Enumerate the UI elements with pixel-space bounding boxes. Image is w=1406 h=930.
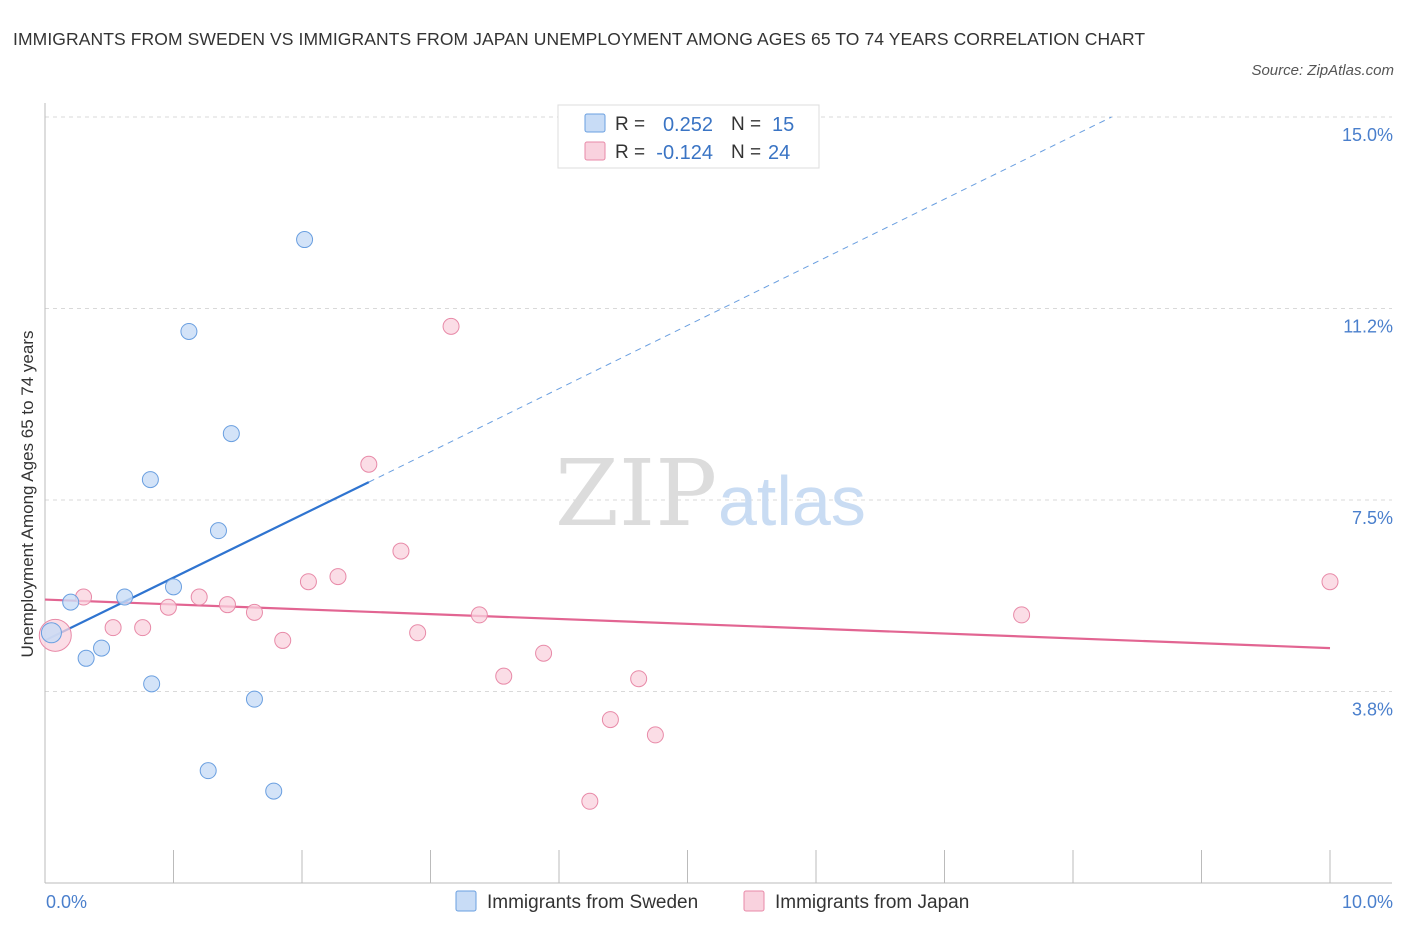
y-tick-label-2: 11.2% — [1343, 317, 1393, 337]
japan-point — [329, 568, 347, 586]
sweden-trend-line — [44, 481, 370, 642]
watermark-atlas: atlas — [718, 462, 866, 540]
japan-r-value: -0.124 — [656, 142, 713, 164]
data-points — [38, 231, 1339, 810]
japan-point — [299, 573, 317, 591]
japan-trend-line — [44, 598, 1331, 650]
sweden-point — [40, 622, 62, 644]
sweden-point — [116, 588, 134, 606]
y-tick-label-3: 15.0% — [1342, 125, 1393, 145]
japan-point — [630, 670, 648, 688]
japan-point — [442, 317, 460, 335]
y-tick-label-0: 3.8% — [1352, 700, 1393, 720]
watermark-zip: ZIP — [555, 440, 717, 547]
sweden-point — [93, 639, 111, 657]
sweden-point — [77, 649, 95, 667]
japan-point — [409, 624, 427, 642]
sweden-point — [296, 231, 314, 249]
y-tick-labels: 3.8% 7.5% 11.2% 15.0% — [1342, 125, 1393, 720]
sweden-series-label: Immigrants from Sweden — [487, 892, 698, 913]
japan-point — [134, 619, 152, 637]
japan-point — [104, 619, 122, 637]
japan-point — [581, 792, 599, 810]
gridlines — [45, 116, 1392, 692]
japan-point — [1013, 606, 1031, 624]
sweden-point — [245, 690, 263, 708]
japan-point — [1321, 573, 1339, 591]
correlation-legend: R = 0.252 N = 15 R = -0.124 N = 24 — [557, 104, 820, 169]
sweden-point — [199, 762, 217, 780]
source-label: Source: ZipAtlas.com — [1251, 62, 1394, 79]
sweden-series-swatch — [455, 890, 477, 912]
sweden-point — [209, 522, 227, 540]
japan-point — [245, 603, 263, 621]
japan-legend-swatch — [584, 141, 606, 161]
sweden-r-value: 0.252 — [663, 114, 713, 136]
sweden-point — [165, 578, 182, 596]
japan-point — [360, 455, 378, 473]
japan-n-label: N = — [731, 142, 761, 163]
axes — [44, 103, 1392, 884]
japan-point — [646, 726, 664, 744]
japan-point — [470, 606, 488, 624]
x-tick-label-1: 10.0% — [1342, 892, 1393, 912]
japan-point — [190, 588, 208, 606]
trend-lines — [44, 116, 1331, 650]
japan-point — [274, 631, 292, 649]
sweden-point — [265, 782, 283, 800]
sweden-legend-swatch — [584, 113, 606, 133]
japan-point — [392, 542, 410, 560]
japan-n-value: 24 — [768, 142, 790, 164]
sweden-point — [222, 425, 240, 443]
y-axis-label: Unemployment Among Ages 65 to 74 years — [18, 331, 37, 658]
series-legend: Immigrants from Sweden Immigrants from J… — [455, 890, 969, 913]
japan-series-swatch — [743, 890, 765, 912]
sweden-point — [62, 593, 80, 611]
japan-r-label: R = — [615, 142, 645, 163]
sweden-r-label: R = — [615, 114, 645, 135]
x-tick-labels: 0.0% 10.0% — [46, 892, 1393, 912]
japan-point — [218, 596, 236, 614]
japan-point — [535, 644, 553, 662]
sweden-trend-extension — [368, 116, 1112, 483]
sweden-point — [141, 471, 159, 489]
sweden-point — [143, 675, 161, 693]
x-tick-label-0: 0.0% — [46, 892, 87, 912]
japan-series-label: Immigrants from Japan — [775, 892, 969, 913]
chart-title: IMMIGRANTS FROM SWEDEN VS IMMIGRANTS FRO… — [13, 29, 1146, 49]
sweden-point — [180, 322, 198, 340]
sweden-n-value: 15 — [772, 114, 794, 136]
sweden-n-label: N = — [731, 114, 761, 135]
japan-point — [601, 711, 619, 729]
japan-point — [495, 667, 513, 685]
y-tick-label-1: 7.5% — [1352, 508, 1393, 528]
japan-point — [159, 598, 177, 616]
